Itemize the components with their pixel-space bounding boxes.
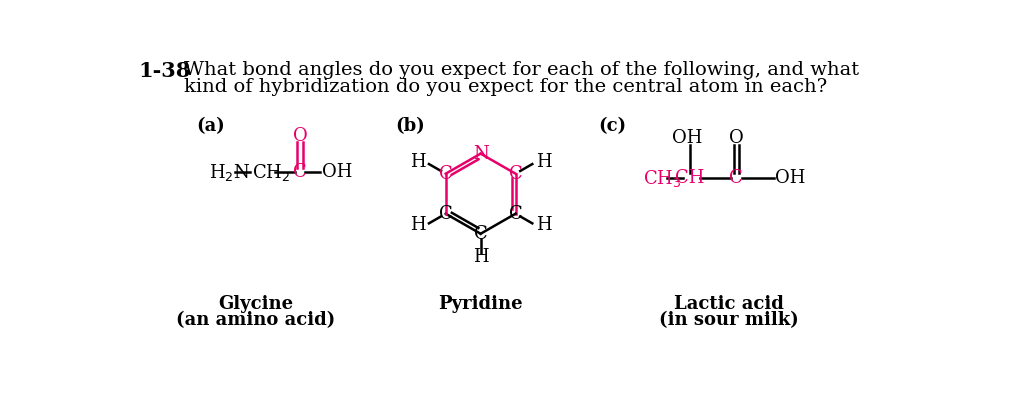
Text: (a): (a) xyxy=(197,117,225,135)
Text: C: C xyxy=(509,165,522,182)
Text: H: H xyxy=(536,153,551,171)
Text: C: C xyxy=(293,163,307,181)
Text: CH$_3$: CH$_3$ xyxy=(643,168,682,189)
Text: H$_2$N: H$_2$N xyxy=(209,162,251,182)
Text: What bond angles do you expect for each of the following, and what: What bond angles do you expect for each … xyxy=(183,61,859,79)
Text: CH: CH xyxy=(675,169,705,187)
Text: H: H xyxy=(473,248,488,266)
Text: H: H xyxy=(410,216,426,234)
Text: OH: OH xyxy=(775,169,806,187)
Text: C: C xyxy=(509,205,522,223)
Text: (an amino acid): (an amino acid) xyxy=(176,311,336,329)
Text: kind of hybridization do you expect for the central atom in each?: kind of hybridization do you expect for … xyxy=(183,78,827,96)
Text: Pyridine: Pyridine xyxy=(438,295,523,313)
Text: CH$_2$: CH$_2$ xyxy=(252,162,291,182)
Text: N: N xyxy=(473,145,488,163)
Text: (in sour milk): (in sour milk) xyxy=(658,311,799,329)
Text: O: O xyxy=(729,129,743,147)
Text: (b): (b) xyxy=(395,117,425,135)
Text: O: O xyxy=(293,127,307,145)
Text: H: H xyxy=(410,153,426,171)
Text: OH: OH xyxy=(322,163,352,181)
Text: C: C xyxy=(439,205,453,223)
Text: H: H xyxy=(536,216,551,234)
Text: OH: OH xyxy=(672,129,702,147)
Text: C: C xyxy=(729,169,743,187)
Text: 1-38: 1-38 xyxy=(139,61,191,81)
Text: (c): (c) xyxy=(598,117,627,135)
Text: Glycine: Glycine xyxy=(218,295,294,313)
Text: Lactic acid: Lactic acid xyxy=(674,295,783,313)
Text: C: C xyxy=(474,225,487,243)
Text: C: C xyxy=(439,165,453,182)
